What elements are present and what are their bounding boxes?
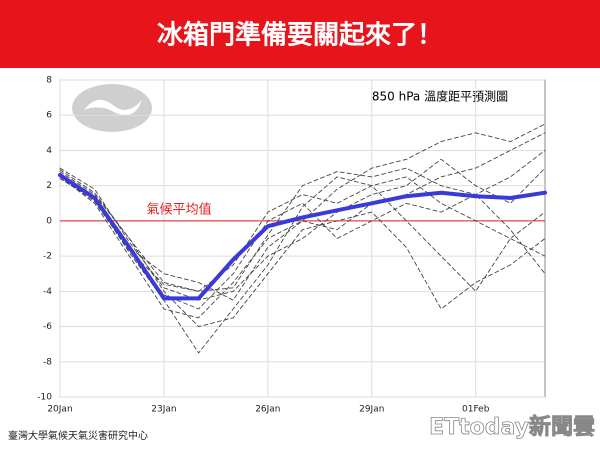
- member-line: [59, 169, 546, 328]
- x-tick-label: 20Jan: [47, 405, 72, 415]
- banner-title: 冰箱門準備要關起來了！: [157, 20, 443, 51]
- x-tick-label: 01Feb: [462, 405, 490, 415]
- y-tick-label: 2: [46, 181, 52, 191]
- logo: [72, 84, 152, 132]
- y-tick-label: -10: [37, 393, 52, 403]
- y-tick-label: 8: [46, 76, 52, 86]
- member-line: [59, 123, 546, 301]
- y-tick-label: -8: [43, 357, 52, 367]
- y-tick-label: -2: [43, 252, 52, 262]
- y-tick-label: -6: [43, 322, 52, 332]
- banner: [0, 0, 600, 68]
- x-tick-label: 29Jan: [359, 405, 384, 415]
- source: 臺灣大學氣候天氣災害研究中心: [8, 429, 148, 442]
- member-line: [59, 176, 546, 354]
- member-line: [59, 132, 546, 319]
- chart-title: 850 hPa 溫度距平預測圖: [372, 89, 508, 104]
- annotation: 氣候平均值: [147, 201, 212, 217]
- watermark: ETtoday新聞雲: [429, 414, 595, 440]
- x-tick-label: 26Jan: [255, 405, 280, 415]
- x-tick-label: 23Jan: [151, 405, 176, 415]
- y-tick-label: 4: [46, 146, 52, 156]
- member-line: [59, 158, 546, 301]
- y-tick-label: 0: [46, 216, 52, 226]
- mean-line: [58, 173, 547, 301]
- y-tick-label: -4: [43, 287, 52, 297]
- y-tick-label: 6: [46, 111, 52, 121]
- member-line: [59, 171, 546, 292]
